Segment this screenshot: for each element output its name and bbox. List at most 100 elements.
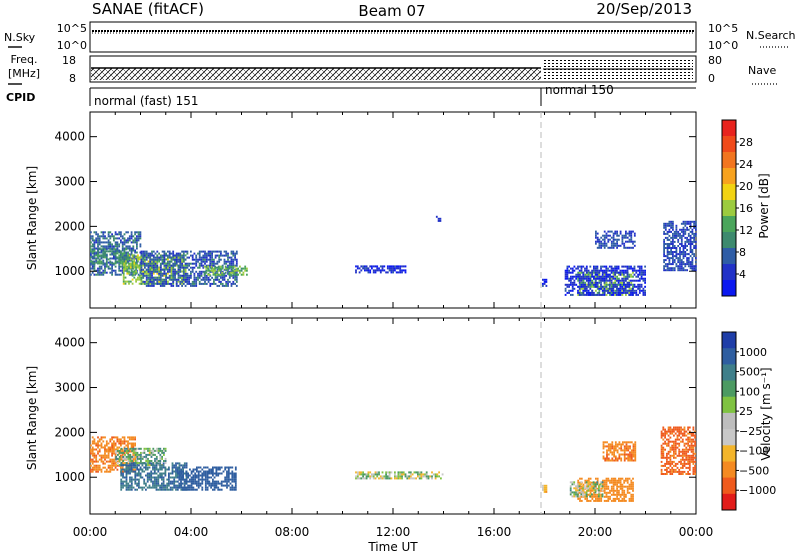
data-cell bbox=[223, 250, 226, 253]
data-cell bbox=[149, 274, 152, 277]
data-cell bbox=[580, 277, 583, 280]
data-cell bbox=[173, 470, 176, 473]
data-cell bbox=[162, 480, 165, 483]
data-cell bbox=[217, 480, 220, 483]
data-cell bbox=[164, 457, 167, 460]
data-cell bbox=[680, 253, 683, 256]
data-cell bbox=[679, 234, 681, 237]
data-cell bbox=[219, 265, 222, 268]
data-cell bbox=[612, 485, 615, 488]
data-cell bbox=[612, 477, 615, 480]
data-cell bbox=[147, 274, 150, 277]
data-cell bbox=[632, 487, 634, 490]
data-cell bbox=[591, 493, 593, 496]
data-cell bbox=[128, 235, 131, 238]
data-cell bbox=[159, 276, 162, 279]
data-cell bbox=[182, 268, 185, 271]
data-cell bbox=[577, 265, 579, 268]
data-cell bbox=[166, 482, 169, 485]
data-cell bbox=[664, 428, 666, 431]
data-cell bbox=[601, 285, 604, 288]
data-cell bbox=[621, 293, 624, 296]
data-cell bbox=[632, 477, 634, 480]
data-cell bbox=[186, 274, 189, 277]
data-cell bbox=[144, 258, 146, 261]
data-cell bbox=[404, 269, 407, 272]
data-cell bbox=[577, 497, 580, 500]
data-cell bbox=[138, 258, 141, 261]
data-cell bbox=[212, 468, 214, 471]
data-cell bbox=[626, 269, 629, 272]
data-cell bbox=[605, 285, 608, 288]
data-cell bbox=[216, 276, 219, 279]
data-cell bbox=[586, 489, 588, 492]
data-cell bbox=[172, 256, 175, 259]
data-cell bbox=[632, 283, 634, 286]
data-cell bbox=[129, 264, 132, 267]
data-cell bbox=[608, 287, 611, 290]
data-cell bbox=[666, 462, 668, 465]
data-cell bbox=[176, 470, 179, 473]
data-cell bbox=[219, 269, 222, 272]
data-cell bbox=[681, 473, 684, 475]
data-cell bbox=[163, 270, 166, 273]
data-cell bbox=[394, 471, 396, 474]
data-cell bbox=[689, 224, 692, 227]
data-cell bbox=[149, 282, 152, 285]
data-cell bbox=[175, 474, 177, 477]
data-cell bbox=[591, 497, 594, 500]
data-cell bbox=[190, 266, 192, 269]
data-cell bbox=[571, 275, 574, 278]
data-cell bbox=[591, 495, 594, 498]
data-cell bbox=[570, 281, 572, 284]
data-cell bbox=[543, 278, 546, 281]
data-cell bbox=[165, 272, 167, 275]
data-cell bbox=[134, 239, 136, 242]
data-cell bbox=[576, 489, 579, 492]
data-cell bbox=[102, 446, 105, 449]
colorbar-swatch bbox=[722, 445, 736, 462]
data-cell bbox=[637, 283, 639, 286]
data-cell bbox=[603, 483, 606, 486]
data-cell bbox=[151, 266, 153, 269]
data-cell bbox=[667, 434, 670, 437]
data-cell bbox=[413, 477, 416, 480]
data-cell bbox=[179, 258, 182, 261]
data-cell bbox=[111, 462, 113, 465]
data-cell bbox=[120, 466, 122, 469]
data-cell bbox=[668, 251, 671, 253]
data-cell bbox=[687, 460, 689, 463]
colorbar-swatch bbox=[722, 168, 736, 185]
data-cell bbox=[216, 260, 219, 263]
data-cell bbox=[603, 479, 606, 482]
data-cell bbox=[568, 277, 570, 280]
data-cell bbox=[605, 232, 608, 235]
data-cell bbox=[113, 250, 115, 253]
data-cell bbox=[113, 263, 115, 266]
data-cell bbox=[226, 476, 228, 479]
data-cell bbox=[145, 488, 147, 491]
data-cell bbox=[239, 269, 241, 272]
data-cell bbox=[685, 456, 688, 459]
data-cell bbox=[605, 281, 608, 284]
data-cell bbox=[100, 248, 103, 251]
data-cell bbox=[628, 283, 631, 286]
data-cell bbox=[104, 450, 106, 453]
data-cell bbox=[191, 256, 194, 259]
data-cell bbox=[644, 265, 646, 268]
data-cell bbox=[181, 258, 183, 261]
data-cell bbox=[598, 497, 601, 500]
data-cell bbox=[580, 489, 583, 492]
data-cell bbox=[111, 458, 113, 461]
data-cell bbox=[111, 446, 113, 449]
colorbar-swatch bbox=[722, 364, 736, 382]
data-cell bbox=[140, 274, 143, 277]
data-cell bbox=[663, 267, 665, 270]
data-cell bbox=[198, 254, 201, 257]
data-cell bbox=[612, 293, 615, 296]
data-cell bbox=[610, 242, 613, 245]
data-cell bbox=[362, 471, 364, 474]
data-cell bbox=[220, 282, 222, 285]
data-cell bbox=[605, 265, 608, 268]
data-cell bbox=[116, 464, 119, 467]
